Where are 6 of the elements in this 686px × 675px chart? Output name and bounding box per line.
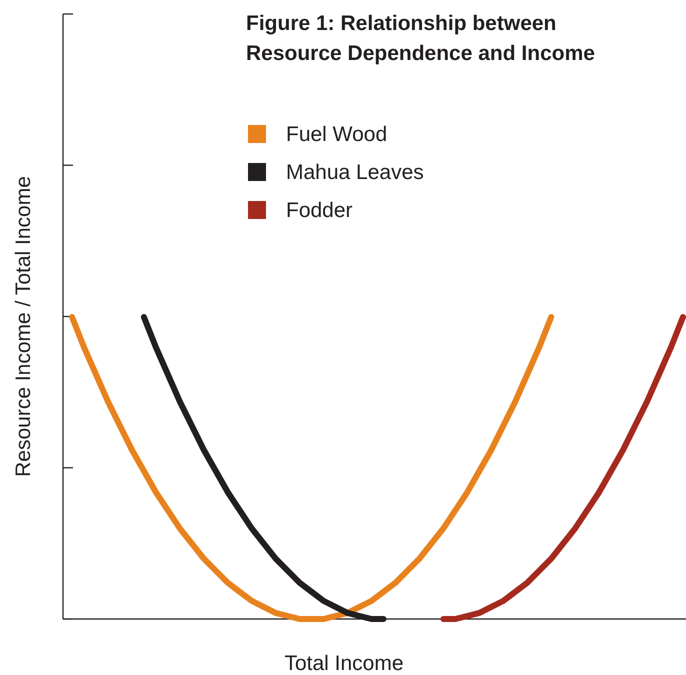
- x-axis-title: Total Income: [284, 652, 404, 675]
- chart-title: Figure 1: Relationship between Resource Dependence and Income: [246, 12, 595, 65]
- legend-label: Mahua Leaves: [286, 161, 424, 184]
- legend-label: Fuel Wood: [286, 123, 388, 146]
- legend-label: Fodder: [286, 199, 353, 222]
- y-axis-title: Resource Income / Total Income: [12, 176, 35, 477]
